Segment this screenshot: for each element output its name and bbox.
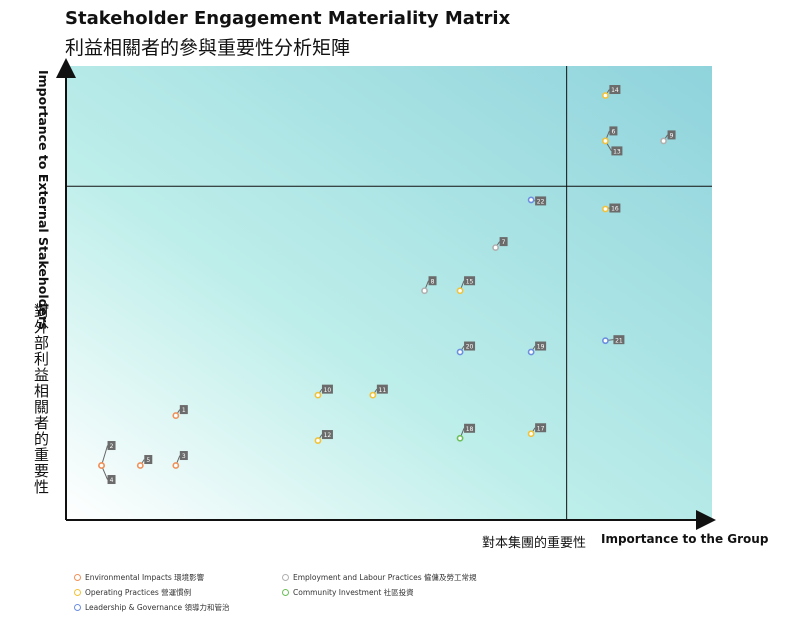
point-label-20: 20 (466, 344, 474, 351)
legend-item-community: Community Investment 社區投資 (282, 587, 414, 598)
legend-label: Operating Practices 營運慣例 (85, 588, 192, 597)
point-3 (172, 462, 180, 469)
point-label-7: 7 (502, 239, 506, 246)
legend-item-environmental: Environmental Impacts 環境影響 (74, 572, 204, 583)
legend-item-leadership: Leadership & Governance 領導力和管治 (74, 602, 229, 613)
point-label-3: 3 (182, 453, 186, 460)
point-label-box-13 (611, 146, 623, 156)
point-label-21: 21 (615, 337, 623, 344)
point-label-box-14 (609, 85, 621, 95)
point-label-box-21 (613, 335, 625, 345)
point-16 (602, 205, 609, 213)
point-label-box-11 (376, 384, 388, 394)
point-label-14: 14 (611, 87, 619, 94)
chart-title: Stakeholder Engagement Materiality Matri… (65, 8, 511, 29)
point-11 (369, 391, 377, 399)
point-label-22: 22 (537, 199, 545, 206)
point-18 (456, 434, 464, 442)
point-label-box-15 (464, 276, 476, 286)
point-1 (172, 412, 180, 419)
legend-label: Community Investment 社區投資 (293, 588, 414, 597)
point-13 (602, 137, 609, 145)
point-label-box-17 (535, 423, 547, 433)
legend-label: Leadership & Governance 領導力和管治 (85, 603, 230, 612)
point-label-box-16 (609, 203, 621, 213)
point-label-12: 12 (324, 432, 332, 439)
chart-subtitle: 利益相關者的參與重要性分析矩陣 (65, 37, 351, 59)
legend-swatch-environmental (74, 574, 81, 581)
point-label-1: 1 (182, 407, 186, 414)
point-21 (602, 337, 609, 345)
point-17 (527, 430, 535, 438)
point-15 (456, 287, 464, 295)
point-7 (492, 244, 499, 251)
point-label-6: 6 (611, 129, 615, 136)
leader-line-2 (101, 445, 109, 466)
point-label-13: 13 (613, 149, 621, 156)
point-9 (660, 137, 667, 145)
point-label-box-7 (499, 237, 508, 247)
point-label-11: 11 (379, 387, 387, 394)
point-label-box-2 (107, 441, 116, 451)
point-label-9: 9 (670, 133, 674, 140)
point-5 (136, 462, 144, 469)
point-label-box-4 (107, 475, 116, 485)
point-label-2: 2 (110, 443, 114, 450)
legend-swatch-community (282, 589, 289, 596)
point-label-19: 19 (537, 344, 545, 351)
legend-item-employment: Employment and Labour Practices 僱傭及勞工常規 (282, 572, 477, 583)
point-label-box-22 (535, 196, 547, 206)
point-label-10: 10 (324, 387, 332, 394)
point-label-box-1 (179, 405, 188, 415)
point-19 (527, 348, 535, 356)
legend: Environmental Impacts 環境影響 Employment an… (74, 570, 534, 620)
legend-label: Environmental Impacts 環境影響 (85, 573, 205, 582)
point-label-box-12 (321, 430, 333, 440)
point-8 (421, 287, 428, 295)
point-label-box-20 (464, 341, 476, 351)
y-axis-label-zh: 對外部利益相關者的重要性 (32, 303, 50, 495)
point-label-5: 5 (146, 457, 150, 464)
point-label-box-3 (179, 451, 188, 461)
point-4 (98, 462, 105, 469)
y-axis-label: Importance to External Stakeholders (36, 70, 51, 330)
x-axis-label: Importance to the Group (601, 532, 769, 546)
point-22 (527, 196, 535, 204)
legend-swatch-operating (74, 589, 81, 596)
point-label-box-8 (428, 276, 437, 286)
legend-label: Employment and Labour Practices 僱傭及勞工常規 (293, 573, 477, 582)
point-label-box-18 (464, 423, 476, 433)
point-label-box-6 (609, 126, 618, 136)
point-20 (456, 348, 464, 356)
point-label-box-5 (144, 455, 153, 465)
point-14 (602, 92, 609, 99)
point-label-16: 16 (611, 206, 619, 213)
x-axis-label-zh: 對本集團的重要性 (482, 536, 587, 551)
point-label-17: 17 (537, 425, 545, 432)
point-label-8: 8 (431, 278, 435, 285)
point-label-box-9 (667, 130, 676, 140)
legend-swatch-employment (282, 574, 289, 581)
point-label-box-10 (321, 384, 333, 394)
point-label-15: 15 (466, 278, 474, 285)
legend-item-operating: Operating Practices 營運慣例 (74, 587, 191, 598)
point-10 (314, 391, 322, 399)
point-label-18: 18 (466, 426, 474, 433)
point-label-4: 4 (110, 477, 114, 484)
legend-swatch-leadership (74, 604, 81, 611)
point-label-box-19 (535, 341, 547, 351)
point-12 (314, 437, 322, 444)
